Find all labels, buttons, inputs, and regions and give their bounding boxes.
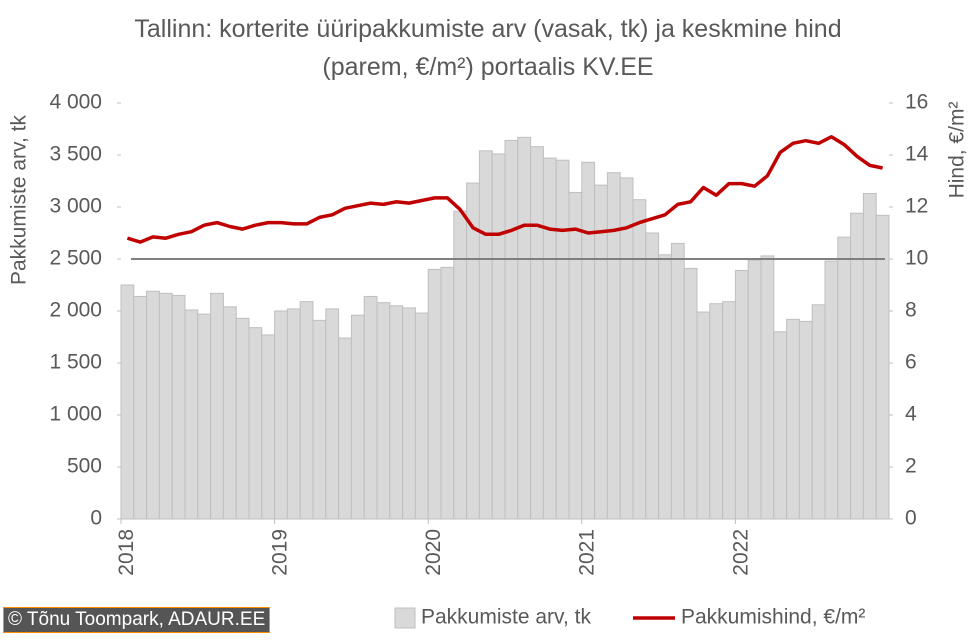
bar [798,320,813,520]
bar [581,161,596,520]
bar [222,306,237,520]
bar [453,210,468,520]
bar [171,294,186,520]
y-axis-title: Pakkumiste arv, tk [8,115,31,285]
bar [286,308,301,520]
bar [402,307,416,520]
bar [658,254,672,520]
bar [811,304,826,520]
y-tick-label: 3 500 [49,143,102,166]
y2-tick-label: 2 [905,455,917,478]
bar [197,313,212,520]
y2-tick-label: 8 [905,299,917,322]
x-tick-label: 2022 [729,529,752,576]
bar [440,266,455,520]
x-tick-label: 2020 [422,529,445,576]
x-tick-label: 2021 [576,529,599,576]
bar [645,232,660,520]
bar [350,314,365,520]
y2-tick-label: 14 [905,143,929,166]
bar [862,192,877,520]
legend-swatch [394,607,416,629]
y-tick-label: 4 000 [49,91,102,114]
bar [555,159,570,520]
bar [120,284,135,520]
bar [274,310,288,520]
bar [747,259,762,520]
bar [696,311,711,520]
y2-axis-title: Hind, €/m² [946,102,969,199]
bar [760,255,775,520]
y-tick-label: 0 [90,507,102,530]
x-tick-label: 2018 [115,529,138,576]
bar [478,150,493,520]
bar [517,136,532,520]
bar [299,301,314,520]
chart-title: Tallinn: korterite üüripakkumiste arv (v… [134,15,842,81]
bar [542,157,557,520]
bar [734,269,749,520]
y2-tick-label: 0 [905,507,917,530]
y-tick-label: 500 [67,455,102,478]
bar [210,292,224,520]
bar [594,184,608,520]
bar [722,301,736,520]
bar [875,214,890,520]
bar [530,146,544,520]
bar [491,153,506,520]
bar [338,337,352,520]
y2-tick-label: 6 [905,351,917,374]
bar [670,242,685,520]
y2-tick-label: 10 [905,247,928,270]
bar [158,292,173,520]
y-tick-label: 1 000 [49,403,102,426]
bar [312,319,327,520]
bar [824,260,839,520]
bar [568,191,583,520]
bar [248,327,263,520]
y-tick-label: 3 000 [49,195,102,218]
legend-label: Pakkumiste arv, tk [421,606,591,629]
bar [504,139,519,520]
y2-tick-label: 16 [905,91,928,114]
bar [133,295,148,520]
bar [261,334,276,520]
source: © Tõnu Toompark, ADAUR.EE [3,607,271,633]
bar [325,308,340,520]
y-tick-label: 2 000 [49,299,102,322]
bar [837,236,852,520]
legend-label: Pakkumishind, €/m² [681,606,865,629]
bar [184,309,199,520]
bar [632,199,647,520]
y-tick-label: 1 500 [49,351,102,374]
bar [427,268,442,520]
line [126,135,883,244]
bar [466,182,480,520]
bar [773,331,788,520]
bar [683,267,698,520]
bar [709,303,724,520]
bar [376,302,391,520]
bar [786,318,800,520]
bar [414,312,429,520]
bar [606,172,621,520]
bar [363,295,378,520]
bar [235,317,250,520]
y-tick-label: 2 500 [49,247,102,270]
y2-tick-label: 12 [905,195,928,218]
y2-tick-label: 4 [905,403,917,426]
x-tick-label: 2019 [269,529,292,576]
bar [389,305,404,520]
bar [146,290,160,520]
